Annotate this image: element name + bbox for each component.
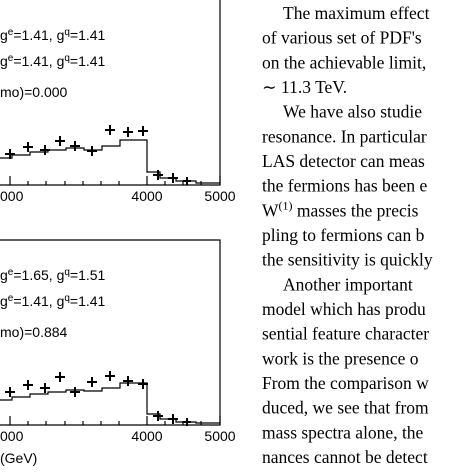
text-run: We have also studie xyxy=(283,102,422,122)
text-run: =1.65, g xyxy=(13,267,64,283)
text-run: =1.41, g xyxy=(13,293,64,309)
text-run: the sensitivity is quickly xyxy=(262,250,433,270)
x-axis-label: (GeV) xyxy=(0,450,37,466)
text-run: duced, we see that from xyxy=(262,398,429,418)
body-text-line: LAS detector can meas xyxy=(262,151,425,171)
text-run: W xyxy=(262,200,279,220)
superscript: q xyxy=(64,53,70,64)
body-text-line: Another important xyxy=(283,274,413,294)
text-run: From the comparison w xyxy=(262,373,429,393)
text-run: ∼ 11.3 TeV. xyxy=(262,77,347,97)
histogram xyxy=(0,382,220,424)
body-text-line: The maximum effect xyxy=(283,3,430,23)
data-points xyxy=(5,371,191,426)
legend-entry: ge=1.41, gq=1.41 xyxy=(0,293,106,310)
text-run: =1.41 xyxy=(70,27,106,43)
body-text-line: the sensitivity is quickly xyxy=(262,250,433,270)
body-text-line: nances cannot be detect xyxy=(262,447,428,467)
legend-entry: mo)=0.000 xyxy=(0,84,68,100)
text-run: Another important xyxy=(283,274,413,294)
text-run: resonance. In particular xyxy=(262,126,427,146)
superscript: q xyxy=(64,267,70,278)
text-run: =1.41 xyxy=(70,293,106,309)
x-tick-label: 000 xyxy=(0,428,24,444)
body-text-line: We have also studie xyxy=(283,102,422,122)
text-run: =1.41, g xyxy=(13,27,64,43)
superscript: (1) xyxy=(279,198,293,212)
text-run: mass spectra alone, the xyxy=(262,422,424,442)
body-text-line: of various set of PDF's xyxy=(262,28,422,48)
text-run: g xyxy=(0,267,8,283)
body-text-line: ∼ 11.3 TeV. xyxy=(262,77,347,97)
x-tick-label: 4000 xyxy=(131,428,162,444)
text-run: =1.41, g xyxy=(13,53,64,69)
text-run: =1.51 xyxy=(70,267,106,283)
legend-entry: mo)=0.884 xyxy=(0,324,68,340)
x-tick-label: 5000 xyxy=(204,428,235,444)
frame xyxy=(0,239,221,426)
text-run: g xyxy=(0,53,8,69)
legend-entry: ge=1.65, gq=1.51 xyxy=(0,267,106,284)
superscript: e xyxy=(8,53,14,64)
body-text-line: sential feature character xyxy=(262,324,429,344)
body-text-line: resonance. In particular xyxy=(262,126,427,146)
x-tick-label: 4000 xyxy=(131,188,162,204)
text-run: g xyxy=(0,27,8,43)
body-text-line: pling to fermions can b xyxy=(262,225,425,245)
x-tick-label: 5000 xyxy=(204,188,235,204)
text-run: masses the precis xyxy=(293,200,419,220)
legend-entry: ge=1.41, gq=1.41 xyxy=(0,27,106,44)
axis-ticks xyxy=(9,176,221,185)
superscript: e xyxy=(8,27,14,38)
x-tick-label: 000 xyxy=(0,188,24,204)
legend-entry: ge=1.41, gq=1.41 xyxy=(0,53,106,70)
text-run: on the achievable limit, xyxy=(262,52,426,72)
text-run: =1.41 xyxy=(70,53,106,69)
text-run: sential feature character xyxy=(262,324,429,344)
plot-decoration xyxy=(0,0,221,426)
text-run: LAS detector can meas xyxy=(262,151,425,171)
panel-top xyxy=(0,0,221,186)
superscript: e xyxy=(8,293,14,304)
text-run: of various set of PDF's xyxy=(262,28,422,48)
body-text-line: duced, we see that from xyxy=(262,398,429,418)
body-text-line: on the achievable limit, xyxy=(262,52,426,72)
body-text-line: model which has produ xyxy=(262,299,426,319)
body-text-line: From the comparison w xyxy=(262,373,429,393)
text-run: mo)=0.884 xyxy=(0,324,68,340)
text-run: pling to fermions can b xyxy=(262,225,425,245)
data-points xyxy=(5,125,191,185)
body-text-line: W(1) masses the precis xyxy=(262,198,419,220)
body-text-line: work is the presence o xyxy=(262,348,419,368)
superscript: e xyxy=(8,267,14,278)
superscript: q xyxy=(64,293,70,304)
text-run: g xyxy=(0,293,8,309)
text-run: model which has produ xyxy=(262,299,426,319)
frame xyxy=(0,0,221,186)
text-run: work is the presence o xyxy=(262,348,419,368)
superscript: q xyxy=(64,27,70,38)
body-text-line: mass spectra alone, the xyxy=(262,422,424,442)
text-run: mo)=0.000 xyxy=(0,84,68,100)
axis-ticks xyxy=(9,416,221,425)
text-run: the fermions has been e xyxy=(262,176,427,196)
body-text-line: the fermions has been e xyxy=(262,176,427,196)
text-run: nances cannot be detect xyxy=(262,447,428,467)
text-run: The maximum effect xyxy=(283,3,430,23)
panel-bottom xyxy=(0,239,221,426)
